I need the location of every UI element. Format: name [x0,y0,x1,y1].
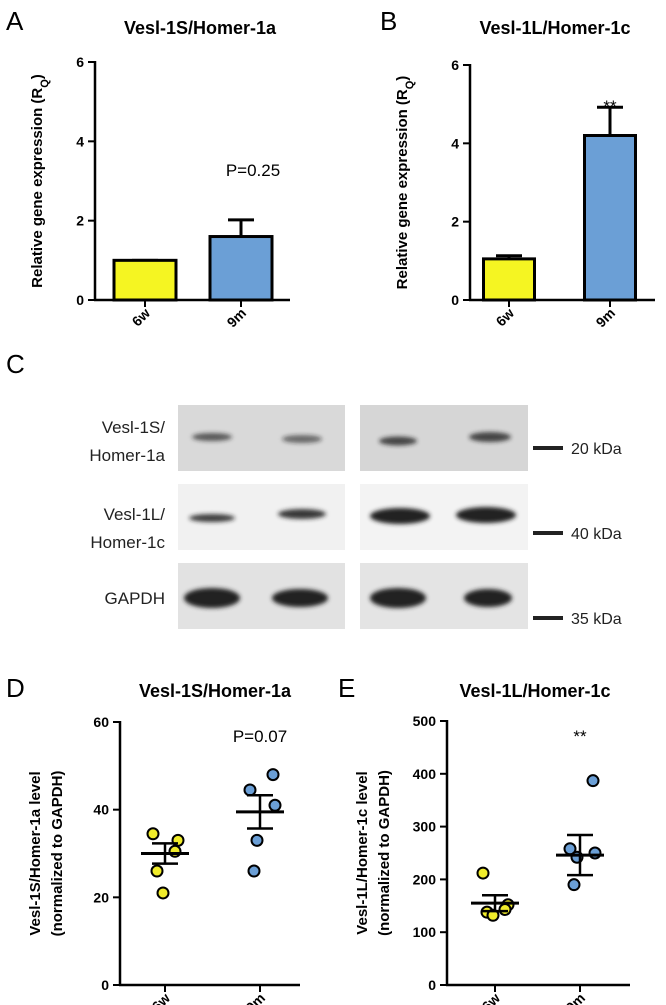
y-axis-label: Vesl-1S/Homer-1a level [27,771,44,935]
panel-letter: B [380,6,397,36]
blot-row-label: GAPDH [105,589,165,608]
y-axis-label: Relative gene expression (RQ) [29,74,51,288]
y-axis-label-part: Q [404,80,416,89]
y-tick-label: 300 [413,819,437,835]
y-axis-label: (normalized to GAPDH) [49,771,66,937]
data-point [498,902,512,916]
data-point [146,827,160,841]
y-axis-label-part: Relative gene expression (R [29,88,46,288]
y-tick-label: 6 [76,54,84,70]
size-marker: 35 kDa [571,611,622,628]
y-tick-label: 0 [101,977,109,993]
y-tick-label: 4 [451,135,459,151]
x-tick-label: 9m [592,305,618,331]
y-axis-label-part: Q [39,79,51,88]
x-tick-label: 9m [242,990,268,1005]
blot-row-label: Vesl-1S/ [102,418,166,437]
y-tick-label: 100 [413,924,437,940]
data-point [243,783,257,797]
data-point [567,878,581,892]
data-point [168,844,182,858]
bar [583,134,637,302]
y-tick-label: 500 [413,713,437,729]
x-tick-label: 6w [493,305,518,330]
y-tick-label: 0 [76,292,84,308]
y-tick-label: 400 [413,766,437,782]
y-tick-label: 20 [93,889,109,905]
chart-title: Vesl-1L/Homer-1c [479,18,630,38]
y-tick-label: 2 [76,213,84,229]
y-tick-label: 6 [451,57,459,73]
y-axis-label-part: ) [29,74,46,79]
bar [482,257,536,302]
size-marker: 20 kDa [571,441,622,458]
data-point [588,846,602,860]
annotation: P=0.07 [233,727,287,746]
data-point [150,864,164,878]
size-marker: 40 kDa [571,526,622,543]
panel-letter: E [338,673,355,703]
data-point [250,833,264,847]
chart-title: Vesl-1S/Homer-1a [139,681,292,701]
blot-row-label: Homer-1a [89,446,165,465]
x-tick-label: 9m [562,990,588,1005]
y-tick-label: 0 [428,977,436,993]
annotation: ** [603,97,617,116]
annotation: P=0.25 [226,161,280,180]
panel-letter: D [6,673,25,703]
y-tick-label: 0 [451,292,459,308]
blot-row-label: Homer-1c [90,533,165,552]
data-point [247,864,261,878]
annotation: ** [573,727,587,746]
bar [112,258,178,302]
x-tick-label: 6w [479,990,504,1005]
panel-letter: C [6,349,25,379]
blot-row-label: Vesl-1L/ [104,505,166,524]
data-point [268,798,282,812]
y-tick-label: 4 [76,133,84,149]
y-tick-label: 2 [451,214,459,230]
panel-letter: A [6,6,24,36]
x-tick-label: 6w [149,990,174,1005]
data-point [156,886,170,900]
data-point [266,768,280,782]
chart-title: Vesl-1S/Homer-1a [124,18,277,38]
y-axis-label: Vesl-1L/Homer-1c level [354,771,371,934]
y-axis-label-part: ) [394,76,411,81]
y-axis-label: (normalized to GAPDH) [376,770,393,936]
data-point [476,866,490,880]
y-axis-label-part: Relative gene expression (R [394,89,411,289]
chart-title: Vesl-1L/Homer-1c [459,681,610,701]
y-axis-label: Relative gene expression (RQ) [394,76,416,290]
x-tick-label: 9m [223,305,249,331]
y-tick-label: 60 [93,714,109,730]
y-tick-label: 200 [413,871,437,887]
x-tick-label: 6w [129,305,154,330]
western-blot [178,405,563,629]
y-tick-label: 40 [93,802,109,818]
data-point [486,908,500,922]
data-point [586,774,600,788]
bar [208,235,274,302]
